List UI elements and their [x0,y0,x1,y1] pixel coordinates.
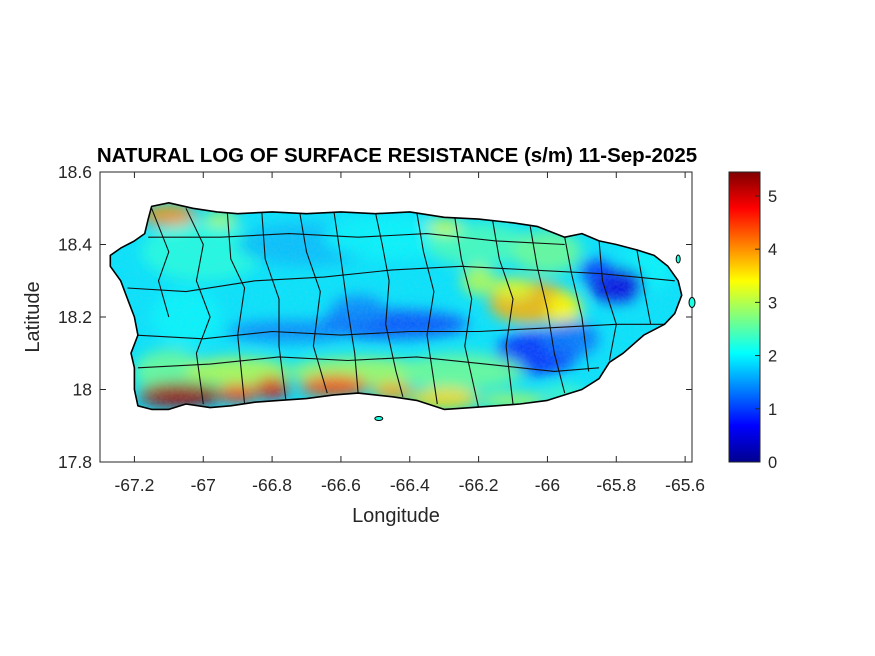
x-tick-label: -66 [535,475,560,495]
boundary-line-10 [529,226,566,394]
municipality-boundaries [127,208,675,408]
boundary-line-3 [261,211,287,401]
islet-0 [374,416,384,421]
x-tick-label: -66.6 [321,475,361,495]
colorbar-tick-label: 5 [768,188,777,206]
boundary-line-5 [333,211,359,394]
colorbar [728,171,761,463]
y-tick-label: 18 [73,380,92,400]
boundary-line-15 [134,323,665,340]
colorbar-tick-label: 1 [768,401,777,419]
boundary-line-17 [148,233,565,246]
y-tick-label: 18.4 [58,235,92,255]
x-tick-label: -65.6 [665,475,705,495]
x-tick-label: -66.4 [390,475,430,495]
colorbar-ticks: 0 1 2 3 4 5 [755,188,777,472]
x-tick-label: -65.8 [596,475,636,495]
y-tick-label: 17.8 [58,452,92,472]
x-axis-label: Longitude [352,505,440,527]
chart-title: NATURAL LOG OF SURFACE RESISTANCE (s/m) … [97,144,697,167]
boundary-line-2 [226,211,246,405]
x-tick-label: -67.2 [114,475,154,495]
x-axis-ticks: -67.2 -67 -66.8 -66.6 -66.4 -66.2 -66 -65.8 -65.… [114,172,705,495]
colorbar-tick-label: 0 [768,454,777,472]
boundary-line-1 [185,208,211,405]
boundary-line-16 [137,356,600,372]
x-tick-label: -66.2 [459,475,499,495]
colorbar-tick-label: 2 [768,348,777,366]
y-axis-ticks: 17.8 18 18.2 18.4 18.6 [58,162,692,472]
boundary-line-4 [299,211,328,394]
boundary-line-14 [127,265,675,293]
boundary-line-9 [491,219,514,405]
boundary-line-6 [374,211,404,397]
y-tick-label: 18.2 [58,307,92,327]
y-tick-label: 18.6 [58,162,92,182]
boundary-line-12 [598,240,617,361]
x-tick-label: -66.8 [252,475,292,495]
colorbar-tick-label: 4 [768,241,777,259]
colorbar-tick-label: 3 [768,294,777,312]
boundary-line-8 [453,215,480,408]
islet-2 [675,254,681,264]
offshore-islets [374,254,696,421]
x-tick-label: -67 [191,475,216,495]
boundary-line-0 [151,208,170,318]
islet-1 [688,297,696,308]
island-coastline [109,202,683,411]
boundary-line-11 [564,237,590,372]
boundary-line-13 [636,249,652,325]
y-axis-label: Latitude [22,281,44,352]
